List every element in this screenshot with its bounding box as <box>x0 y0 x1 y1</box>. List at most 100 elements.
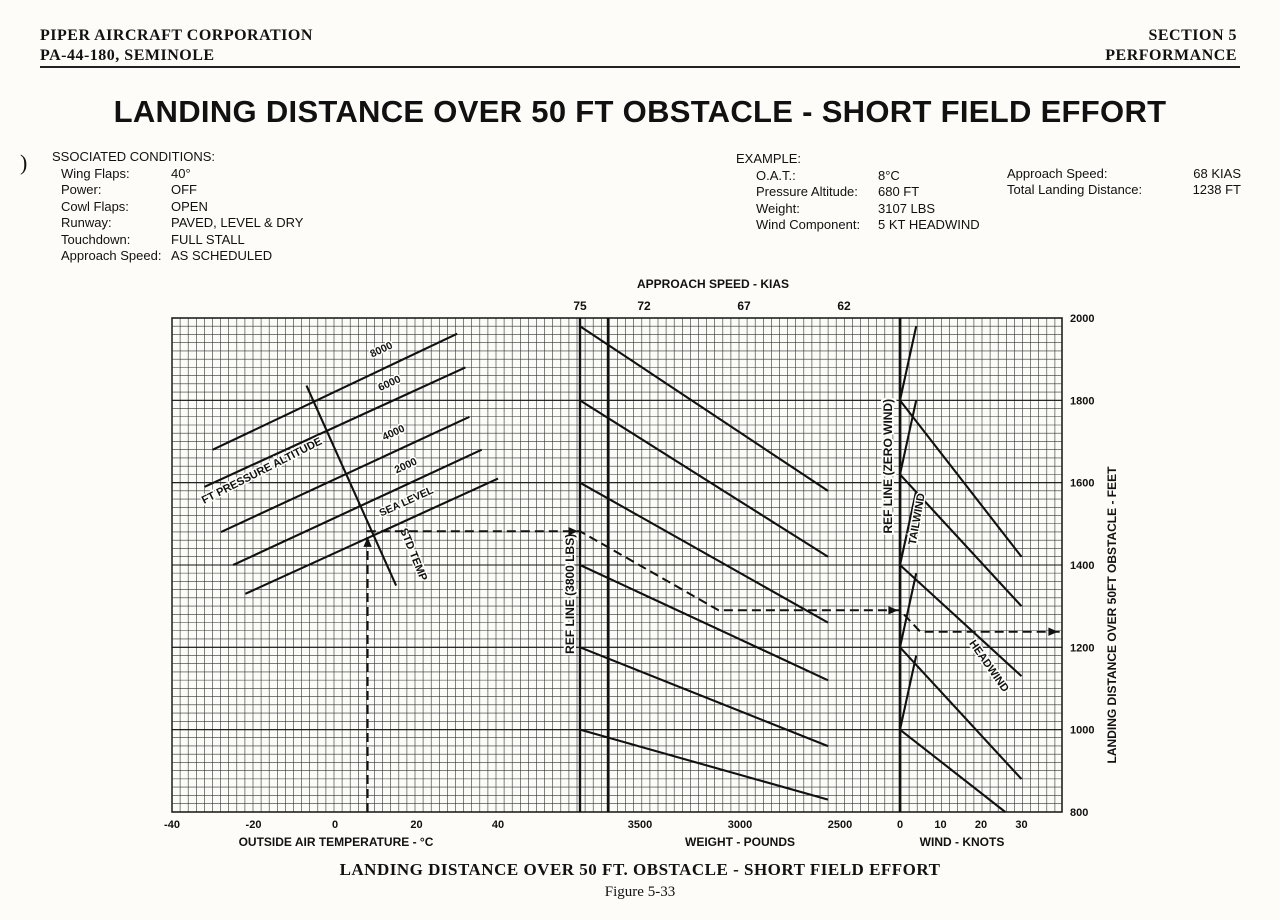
condition-key: Cowl Flaps: <box>61 198 129 214</box>
example-arrow <box>888 606 898 615</box>
pressure-altitude-line <box>212 332 458 451</box>
x-axis-label-wind: WIND - KNOTS <box>920 835 1005 849</box>
x-tick-label: 2500 <box>828 819 852 831</box>
example-value: 8°C <box>878 167 900 183</box>
example-row: O.A.T.: 8°C <box>736 168 980 185</box>
example-value: 3107 LBS <box>878 200 936 216</box>
y-tick-label: 1400 <box>1070 560 1094 572</box>
result-row: Total Landing Distance: 1238 FT <box>1007 182 1241 198</box>
condition-row: Approach Speed: AS SCHEDULED <box>52 248 303 265</box>
condition-key: Touchdown: <box>61 231 131 247</box>
result-row: Approach Speed: 68 KIAS <box>1007 166 1241 182</box>
y-axis-label: LANDING DISTANCE OVER 50FT OBSTACLE - FE… <box>1105 466 1119 764</box>
margin-mark: ) <box>20 150 28 175</box>
example-row: Pressure Altitude: 680 FT <box>736 184 980 201</box>
condition-key: Approach Speed: <box>61 248 162 263</box>
condition-row: Touchdown: FULL STALL <box>52 232 303 249</box>
header-rule <box>40 66 1240 68</box>
condition-value: AS SCHEDULED <box>171 248 273 263</box>
approach-speed-label: APPROACH SPEED - KIAS <box>637 277 789 291</box>
headwind-guide-line <box>899 646 1023 780</box>
grid-major-lines <box>172 317 1062 813</box>
example-results: Approach Speed: 68 KIAS Total Landing Dis… <box>1007 166 1241 198</box>
x-tick-label: 20 <box>410 819 422 831</box>
headwind-guide-line <box>899 399 1023 558</box>
headwind-guide-line <box>899 564 1023 677</box>
conditions-heading: SSOCIATED CONDITIONS: <box>52 149 215 164</box>
example-heading: EXAMPLE: <box>736 151 802 166</box>
condition-value: PAVED, LEVEL & DRY <box>171 215 304 230</box>
std-temp-line <box>305 385 398 587</box>
page-header-left: PIPER AIRCRAFT CORPORATION PA-44-180, SE… <box>40 26 313 66</box>
condition-value: 40° <box>171 165 191 181</box>
x-tick-label: 3000 <box>728 819 752 831</box>
condition-row: Runway: PAVED, LEVEL & DRY <box>52 215 303 232</box>
pressure-altitude-line <box>244 477 499 595</box>
page-header-right: SECTION 5 PERFORMANCE <box>1105 26 1237 66</box>
approach-speed-value: 62 <box>837 299 851 313</box>
example-key: O.A.T.: <box>756 167 796 183</box>
x-tick-label: 20 <box>975 819 987 831</box>
example-key: Wind Component: <box>756 217 861 232</box>
company-name: PIPER AIRCRAFT CORPORATION <box>40 27 313 44</box>
condition-value: OPEN <box>171 198 208 214</box>
example-row: Wind Component: 5 KT HEADWIND <box>736 217 980 234</box>
x-tick-label: 40 <box>492 819 504 831</box>
x-tick-label: -40 <box>164 819 180 831</box>
y-tick-label: 800 <box>1070 807 1088 819</box>
weight-guide-line <box>579 325 829 492</box>
condition-key: Runway: <box>61 215 112 230</box>
weight-guide-line <box>579 646 829 748</box>
result-key: Total Landing Distance: <box>1007 182 1143 197</box>
headwind-guide-line <box>899 473 1023 607</box>
section-number: SECTION 5 <box>1148 27 1237 44</box>
condition-row: Cowl Flaps: OPEN <box>52 199 303 216</box>
weight-guide-line <box>579 564 829 682</box>
weight-ref-line-label: REF LINE (3800 LBS) <box>563 534 577 654</box>
x-tick-label: 0 <box>897 819 903 831</box>
result-value: 68 KIAS <box>1193 166 1241 181</box>
figure-caption: LANDING DISTANCE OVER 50 FT. OBSTACLE - … <box>339 860 941 879</box>
x-tick-label: 30 <box>1015 819 1027 831</box>
y-tick-label: 2000 <box>1070 313 1094 325</box>
tailwind-guide-line <box>898 573 918 648</box>
section-name: PERFORMANCE <box>1105 47 1237 64</box>
approach-speed-value: 67 <box>737 299 751 313</box>
pressure-altitude-line <box>232 448 483 566</box>
example-block: EXAMPLE: O.A.T.: 8°C Pressure Altitude: 68… <box>736 151 980 234</box>
approach-speed-value: 72 <box>637 299 651 313</box>
example-key: Weight: <box>756 200 800 216</box>
y-tick-label: 1000 <box>1070 725 1094 737</box>
wind-ref-line-label: REF LINE (ZERO WIND) <box>881 399 895 534</box>
result-value: 1238 FT <box>1192 182 1241 197</box>
y-tick-label: 1600 <box>1070 478 1094 490</box>
x-axis-label-temperature: OUTSIDE AIR TEMPERATURE - °C <box>239 835 434 849</box>
example-path <box>366 530 1062 812</box>
condition-row: Power: OFF <box>52 182 303 199</box>
result-key: Approach Speed: <box>1007 166 1108 181</box>
weight-guide-line <box>579 399 829 558</box>
y-tick-label: 1200 <box>1070 642 1094 654</box>
associated-conditions: SSOCIATED CONDITIONS: Wing Flaps: 40° Pow… <box>52 149 303 265</box>
figure-number: Figure 5-33 <box>604 884 676 900</box>
condition-key: Power: <box>61 182 102 197</box>
tailwind-guide-line <box>898 490 918 566</box>
x-tick-label: 10 <box>934 819 946 831</box>
x-tick-label: 3500 <box>628 819 652 831</box>
condition-key: Wing Flaps: <box>61 165 130 181</box>
headwind-guide-line <box>899 728 1006 813</box>
example-key: Pressure Altitude: <box>756 184 858 199</box>
x-axis-label-weight: WEIGHT - POUNDS <box>685 835 795 849</box>
example-arrow <box>1048 627 1058 636</box>
condition-value: FULL STALL <box>171 231 245 247</box>
condition-value: OFF <box>171 182 197 197</box>
y-tick-label: 1800 <box>1070 395 1094 407</box>
example-value: 5 KT HEADWIND <box>878 217 980 232</box>
example-arrow <box>363 537 372 547</box>
approach-speed-value: 75 <box>573 299 587 313</box>
page-title: LANDING DISTANCE OVER 50 FT OBSTACLE - S… <box>113 94 1167 129</box>
condition-row: Wing Flaps: 40° <box>52 166 303 183</box>
weight-guide-line <box>579 728 829 801</box>
weight-guide-line <box>579 481 829 624</box>
